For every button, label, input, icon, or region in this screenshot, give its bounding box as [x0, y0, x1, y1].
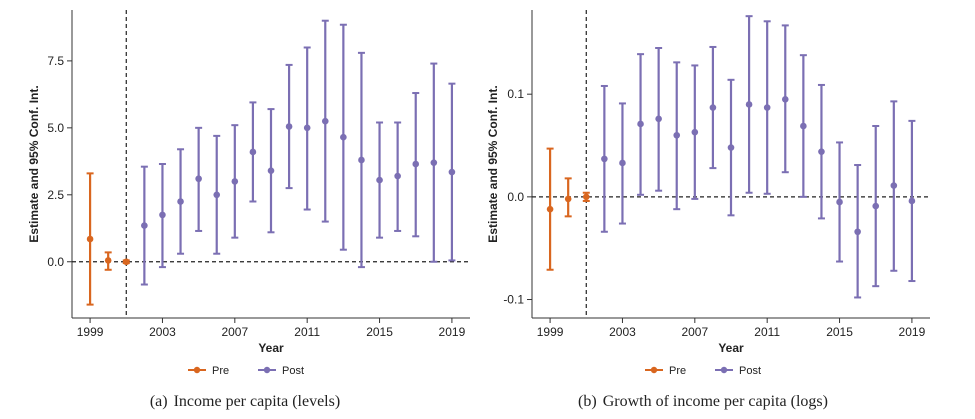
legend-entry-post: Post — [258, 365, 304, 377]
data-point — [800, 122, 807, 130]
y-axis-label: Estimate and 95% Conf. Int. — [27, 85, 41, 242]
legend-entry-pre: Pre — [188, 365, 229, 377]
y-tick-label: 2.5 — [47, 188, 64, 202]
data-point — [836, 198, 843, 206]
legend-entry-post: Post — [715, 365, 761, 377]
data-point — [564, 195, 572, 203]
data-point — [727, 144, 735, 151]
subplot-letter: (a) — [150, 393, 168, 410]
data-point — [818, 148, 825, 155]
subplot-letter: (b) — [578, 393, 597, 410]
series-pre — [86, 172, 130, 306]
data-point — [691, 128, 699, 136]
data-point — [267, 167, 275, 174]
subplot-title: Income per capita (levels) — [174, 393, 341, 410]
data-point — [86, 235, 94, 243]
x-tick-label: 2011 — [754, 325, 780, 339]
x-tick-label: 2007 — [221, 325, 248, 339]
x-tick-label: 1999 — [537, 325, 564, 339]
series-pre — [546, 147, 590, 271]
y-tick-label: 5.0 — [47, 121, 64, 135]
x-tick-label: 2019 — [899, 325, 926, 339]
data-point — [122, 258, 130, 266]
legend-swatch-dot — [720, 366, 728, 374]
chart-panel-a: 0.0 2.5 5.0 7.5 1999 2003 2007 2011 2015 2019 Year… — [27, 10, 470, 410]
x-tick-label: 2003 — [149, 325, 176, 339]
y-tick-label: -0.1 — [503, 293, 524, 307]
data-point — [582, 193, 590, 201]
data-point — [159, 211, 166, 219]
data-point — [213, 191, 221, 199]
data-point — [637, 120, 644, 128]
y-axis-label: Estimate and 95% Conf. Int. — [486, 85, 500, 242]
data-point — [141, 222, 148, 229]
y-tick-label: 7.5 — [47, 54, 64, 68]
data-point — [546, 205, 554, 213]
x-tick-label: 2019 — [439, 325, 466, 339]
data-point — [394, 172, 401, 180]
legend-entry-pre: Pre — [645, 365, 686, 377]
data-point — [448, 168, 456, 176]
legend-label: Post — [282, 365, 304, 377]
y-tick-label: 0.0 — [507, 190, 524, 204]
y-tick-label: 0.0 — [47, 255, 64, 269]
data-point — [601, 155, 608, 163]
data-point — [104, 257, 112, 264]
data-point — [231, 178, 239, 185]
legend-label: Pre — [669, 365, 686, 377]
data-point — [745, 101, 753, 108]
data-point — [908, 197, 916, 205]
subplot-caption: (b) Growth of income per capita (logs) — [578, 393, 828, 410]
data-point — [358, 156, 365, 164]
data-point — [249, 148, 257, 156]
data-point — [763, 104, 771, 111]
data-point — [854, 228, 861, 236]
data-point — [781, 96, 789, 103]
data-point — [655, 115, 662, 123]
data-point — [177, 198, 184, 205]
data-point — [430, 159, 438, 166]
x-tick-label: 1999 — [77, 325, 104, 339]
data-point — [321, 117, 329, 125]
data-point — [376, 176, 383, 184]
x-tick-label: 2011 — [294, 325, 320, 339]
data-point — [890, 182, 898, 189]
subplot-title: Growth of income per capita (logs) — [603, 393, 828, 410]
legend-swatch-dot — [650, 366, 658, 374]
series-post — [140, 19, 456, 286]
legend-swatch-dot — [263, 366, 271, 374]
data-point — [340, 133, 347, 141]
series-post — [600, 15, 916, 299]
subplot-caption: (a) Income per capita (levels) — [150, 393, 340, 410]
data-point — [709, 104, 717, 111]
data-point — [619, 159, 626, 167]
chart-panel-b: -0.1 0.0 0.1 1999 2003 2007 2011 2015 2019 Year Es… — [486, 10, 930, 410]
x-tick-label: 2003 — [609, 325, 636, 339]
legend-label: Post — [739, 365, 761, 377]
data-point — [412, 160, 420, 168]
legend-label: Pre — [212, 365, 229, 377]
x-tick-label: 2015 — [366, 325, 393, 339]
data-point — [285, 123, 293, 130]
x-axis-label: Year — [718, 341, 744, 355]
x-tick-label: 2015 — [826, 325, 853, 339]
data-point — [195, 175, 202, 183]
x-tick-label: 2007 — [681, 325, 708, 339]
data-point — [872, 202, 880, 210]
y-tick-label: 0.1 — [507, 87, 524, 101]
legend-swatch-dot — [193, 366, 201, 374]
data-point — [303, 124, 311, 132]
data-point — [673, 131, 681, 139]
x-axis-label: Year — [258, 341, 284, 355]
